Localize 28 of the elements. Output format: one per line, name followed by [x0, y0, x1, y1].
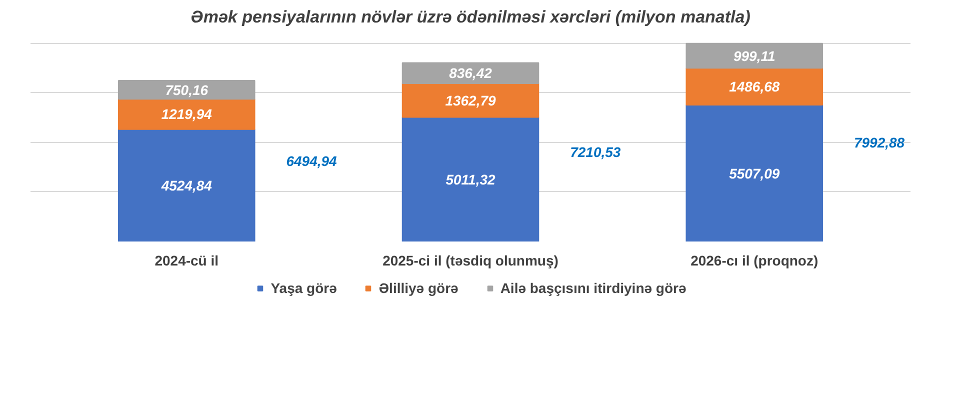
- bar: [402, 83, 540, 118]
- data-label: 836,42: [449, 65, 492, 82]
- x-tick-label: 2025-ci il (təsdiq olunmuş): [382, 252, 558, 268]
- bar: [118, 80, 256, 100]
- data-label: 1486,68: [729, 78, 780, 95]
- total-label: 7992,88: [854, 134, 905, 150]
- bar: [118, 128, 256, 242]
- total-label: 7210,53: [570, 144, 621, 160]
- legend-label: Yaşa görə: [270, 280, 337, 296]
- legend-label: Əlilliyə görə: [378, 280, 458, 296]
- data-label: 1362,79: [445, 92, 496, 108]
- data-label: 5011,32: [446, 171, 496, 188]
- data-label: 5507,09: [729, 165, 780, 182]
- legend-label: Ailə başçısını itirdiyinə görə: [500, 280, 686, 296]
- chart-title: Əmək pensiyalarının növlər üzrə ödənilməsi xərcləri (milyon manatla): [190, 8, 751, 26]
- data-label: 750,16: [165, 82, 208, 98]
- data-label: 4524,84: [160, 177, 212, 194]
- x-tick-label: 2024-cü il: [154, 252, 219, 268]
- bar: [686, 42, 823, 69]
- bar: [402, 62, 540, 84]
- bar: [686, 104, 823, 242]
- x-tick-label: 2026-cı il (proqnoz): [690, 252, 818, 268]
- bar: [118, 98, 256, 130]
- data-label: 999,11: [733, 48, 776, 64]
- bar: [686, 68, 823, 106]
- bar: [402, 116, 540, 242]
- total-label: 6494,94: [286, 153, 338, 170]
- data-label: 1219,94: [161, 106, 212, 122]
